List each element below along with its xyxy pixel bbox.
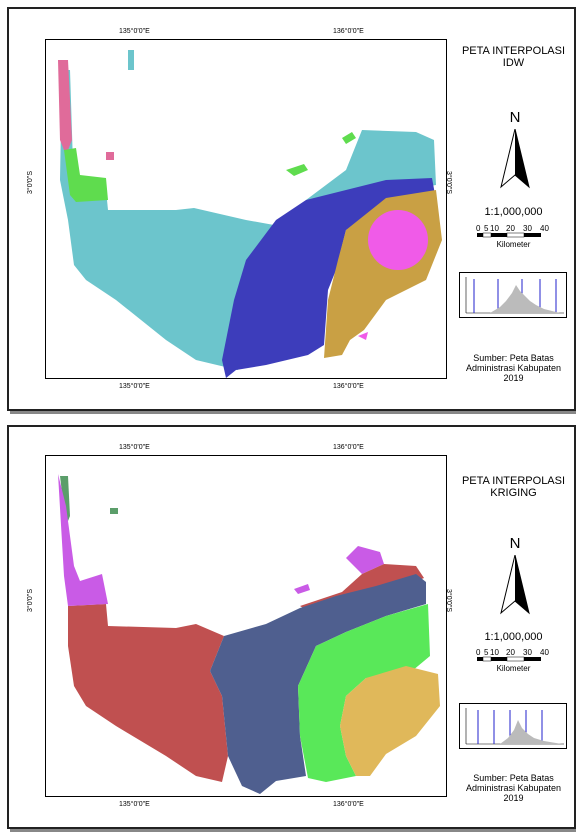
idw-island-green-2 (342, 132, 356, 144)
idw-zone-lightblue (60, 70, 276, 370)
kriging-zone-slate (210, 574, 426, 794)
idw-scale-text: 1:1,000,000 (484, 206, 543, 218)
scale-tick-20: 20 (506, 648, 515, 657)
kriging-histogram-thumbnail (459, 703, 567, 749)
bottom-left-longitude: 135°0'0"E (119, 801, 150, 808)
kriging-source-line1: Sumber: Peta Batas (473, 773, 554, 783)
north-arrow-icon: N (499, 535, 531, 617)
scale-tick-5: 5 (484, 648, 489, 657)
bottom-left-longitude: 135°0'0"E (119, 383, 150, 390)
idw-scale-unit: Kilometer (496, 240, 531, 249)
idw-source-line1: Sumber: Peta Batas (473, 353, 554, 363)
kriging-zone-green (298, 604, 430, 782)
kriging-island-green-1 (110, 508, 118, 514)
scale-tick-20: 20 (506, 224, 515, 233)
scale-tick-10: 10 (490, 224, 499, 233)
scale-tick-0: 0 (476, 648, 481, 657)
kriging-island-purple-1 (294, 584, 310, 594)
kriging-zone-gold (340, 666, 440, 776)
kriging-scale-text: 1:1,000,000 (484, 631, 543, 643)
kriging-map-frame (45, 455, 447, 797)
top-right-longitude: 136°0'0"E (333, 444, 364, 451)
idw-title-line2: IDW (502, 57, 525, 69)
idw-scale-bar: 0 5 10 20 30 40 (476, 223, 552, 239)
north-arrow-icon: N (499, 109, 531, 191)
left-latitude: 3°0'0"S (26, 171, 34, 194)
idw-small-magenta (358, 332, 368, 340)
idw-zone-magenta (368, 210, 428, 270)
scale-tick-40: 40 (540, 648, 549, 657)
top-right-longitude: 136°0'0"E (333, 28, 364, 35)
kriging-legend: PETA INTERPOLASI KRIGING N 1:1,000,000 0… (449, 427, 576, 827)
idw-title-line1: PETA INTERPOLASI (461, 45, 566, 57)
idw-map-frame (45, 39, 447, 379)
kriging-zone-purple-ne (346, 546, 384, 574)
scale-tick-0: 0 (476, 224, 481, 233)
kriging-source-line2: Administrasi Kabupaten (465, 783, 562, 793)
north-arrow-shape (500, 129, 530, 189)
idw-island-green-1 (286, 164, 308, 176)
idw-island-cyan-1 (128, 50, 134, 70)
kriging-interpolation-map (58, 474, 440, 794)
idw-source-line2: Administrasi Kabupaten (465, 363, 562, 373)
left-latitude: 3°0'0"S (26, 589, 34, 612)
kriging-map-panel: 135°0'0"E 136°0'0"E 135°0'0"E 136°0'0"E … (7, 425, 576, 829)
kriging-island-white-1 (112, 516, 120, 556)
north-label: N (509, 535, 521, 552)
kriging-zone-red-west (68, 604, 228, 782)
kriging-zone-green-tip (60, 476, 70, 526)
idw-legend: PETA INTERPOLASI IDW N 1:1,000,000 0 5 1… (449, 9, 576, 409)
kriging-scale-bar: 0 5 10 20 30 40 (476, 647, 552, 663)
idw-source-line3: 2019 (503, 373, 524, 383)
idw-interpolation-map (58, 50, 442, 378)
idw-zone-pink (58, 60, 72, 155)
scale-tick-10: 10 (490, 648, 499, 657)
north-arrow-shape (500, 555, 530, 615)
idw-zone-darkblue (222, 178, 436, 378)
kriging-zone-purple-west (58, 474, 108, 606)
scale-tick-30: 30 (523, 648, 532, 657)
bottom-right-longitude: 136°0'0"E (333, 383, 364, 390)
idw-histogram-thumbnail (459, 272, 567, 318)
idw-island-white-1 (110, 88, 120, 128)
idw-map-panel: 135°0'0"E 136°0'0"E 135°0'0"E 136°0'0"E … (7, 7, 576, 411)
bottom-right-longitude: 136°0'0"E (333, 801, 364, 808)
scale-tick-5: 5 (484, 224, 489, 233)
kriging-source-line3: 2019 (503, 793, 524, 803)
top-left-longitude: 135°0'0"E (119, 28, 150, 35)
scale-tick-30: 30 (523, 224, 532, 233)
kriging-title-line2: KRIGING (490, 487, 537, 499)
kriging-title-line1: PETA INTERPOLASI (461, 475, 566, 487)
scale-tick-40: 40 (540, 224, 549, 233)
north-label: N (509, 109, 521, 126)
idw-zone-green-west (64, 148, 108, 202)
top-left-longitude: 135°0'0"E (119, 444, 150, 451)
idw-island-pink-1 (106, 152, 114, 160)
kriging-scale-unit: Kilometer (496, 664, 531, 673)
